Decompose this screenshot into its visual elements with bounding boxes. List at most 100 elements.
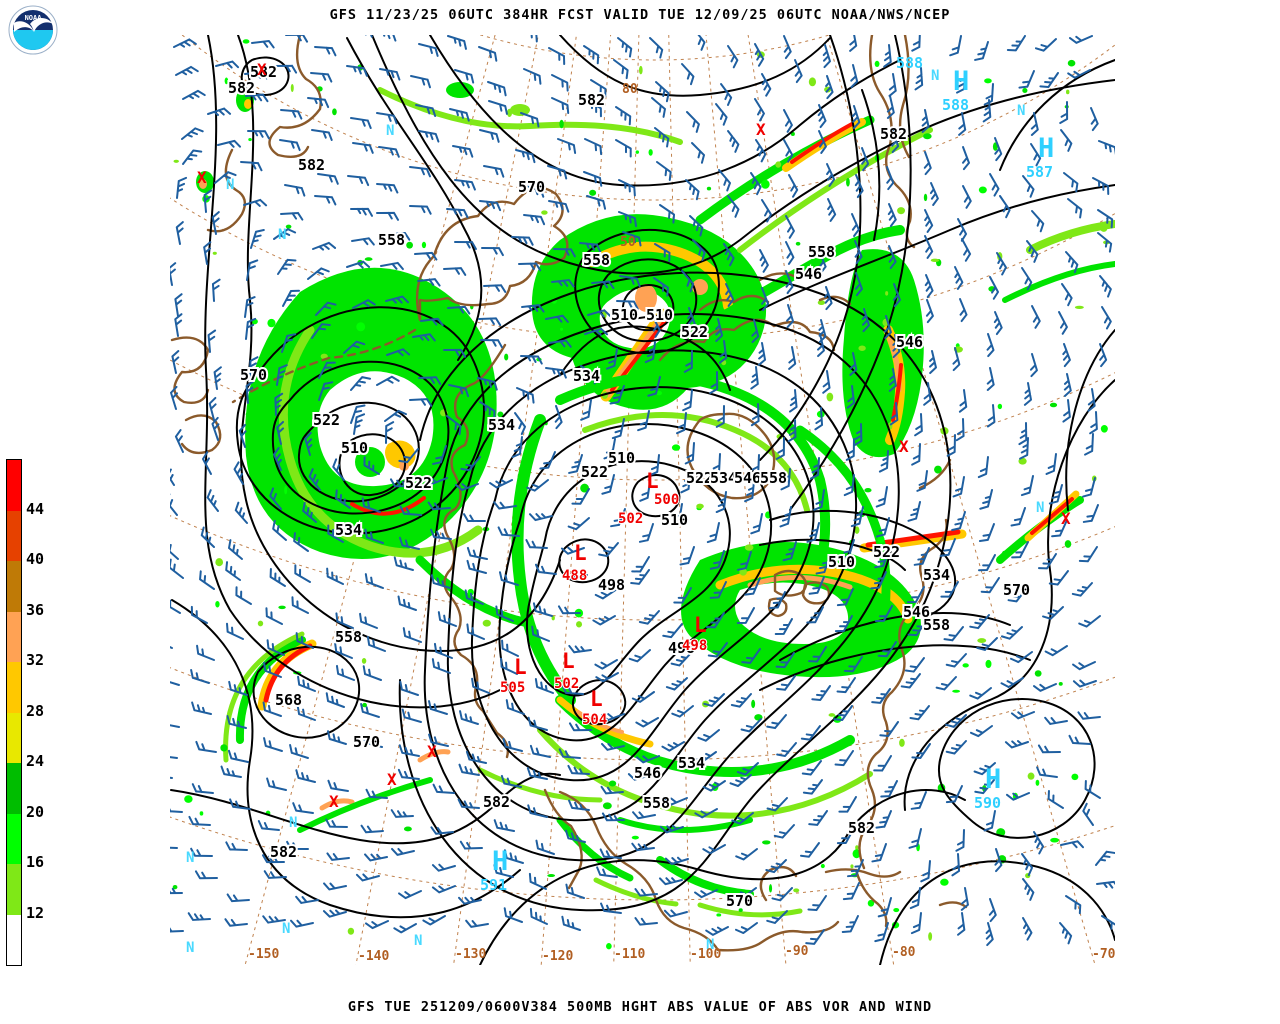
contour-label: 558 xyxy=(923,616,950,634)
high-center-symbol: H xyxy=(1038,133,1054,164)
contour-label: 582 xyxy=(228,79,255,97)
contour-label: 498 xyxy=(598,576,625,594)
contour-label: 510 xyxy=(608,449,635,467)
vort-max-x-mark: X xyxy=(329,792,339,811)
colorbar-segment xyxy=(7,813,21,864)
colorbar-segment xyxy=(7,510,21,561)
contour-label: 534 xyxy=(923,566,950,584)
colorbar-segment xyxy=(7,561,21,612)
colorbar-tick-label: 16 xyxy=(26,853,45,871)
vort-max-x-mark: X xyxy=(387,770,397,789)
n-mark: N xyxy=(289,815,297,831)
contour-label: 510 xyxy=(661,511,688,529)
low-center-symbol: L xyxy=(514,655,527,679)
n-mark: N xyxy=(186,940,194,956)
contour-label: 570 xyxy=(353,733,380,751)
contour-label: 546 xyxy=(734,469,761,487)
n-mark: N xyxy=(386,123,394,139)
low-center-value: 505 xyxy=(500,680,525,696)
n-mark: N xyxy=(1036,500,1044,516)
high-center-symbol: H xyxy=(953,66,969,97)
contour-label: 546 xyxy=(896,333,923,351)
colorbar-segment xyxy=(7,763,21,814)
contour-label: 558 xyxy=(583,251,610,269)
contour-label: 546 xyxy=(903,603,930,621)
longitude-label: -70 xyxy=(1092,947,1116,962)
low-value-label: 502 xyxy=(618,511,643,527)
longitude-label: -140 xyxy=(358,949,389,964)
map-labels: 5825825825825705585585705225105345225345… xyxy=(186,54,1116,964)
vort-max-x-mark: X xyxy=(427,742,437,761)
high-center-value: 591 xyxy=(480,876,507,894)
contour-label: 522 xyxy=(686,469,713,487)
contour-label: 582 xyxy=(880,125,907,143)
longitude-label: -110 xyxy=(614,947,645,962)
colorbar-segment xyxy=(7,460,21,511)
contour-label: 582 xyxy=(298,156,325,174)
contour-label: 510 xyxy=(828,553,855,571)
colorbar-tick-label: 24 xyxy=(26,752,45,770)
colorbar-tick-label: 28 xyxy=(26,701,45,720)
contour-label: 558 xyxy=(378,231,405,249)
high-center-value: 590 xyxy=(974,794,1001,812)
contour-label: 570 xyxy=(1003,581,1030,599)
contour-label: 534 xyxy=(573,367,600,385)
contour-label: 558 xyxy=(643,794,670,812)
vort-max-x-mark: X xyxy=(197,168,207,187)
contour-label: 510 xyxy=(611,306,638,324)
latitude-label: 50 xyxy=(620,235,636,250)
colorbar-tick-label: 40 xyxy=(26,550,45,568)
contour-label: 582 xyxy=(483,793,510,811)
colorbar-tick-label: 12 xyxy=(26,903,45,922)
contour-label: 558 xyxy=(335,628,362,646)
contour-label: 534 xyxy=(335,521,362,539)
contour-label: 558 xyxy=(760,469,787,487)
colorbar-segment xyxy=(7,712,21,763)
contour-label: 534 xyxy=(678,754,705,772)
contour-label: 546 xyxy=(795,265,822,283)
vort-max-x-mark: X xyxy=(257,60,267,79)
colorbar-segment xyxy=(7,864,21,915)
contour-label: 522 xyxy=(581,463,608,481)
colorbar-tick-label: 44 xyxy=(26,499,45,518)
low-center-symbol: L xyxy=(590,687,603,711)
high-center-value: 588 xyxy=(942,96,969,114)
contour-label: 534 xyxy=(710,469,737,487)
low-center-value: 500 xyxy=(654,492,679,508)
longitude-label: -150 xyxy=(248,947,279,962)
height-contours xyxy=(170,35,1115,965)
contour-label: 498 xyxy=(668,639,695,657)
n-mark: N xyxy=(931,68,939,84)
contour-label: 568 xyxy=(275,691,302,709)
contour-label: 582 xyxy=(250,63,277,81)
vorticity-speckles xyxy=(172,39,1110,950)
n-mark: N xyxy=(414,933,422,949)
high-center-value: 587 xyxy=(1026,163,1053,181)
low-center-value: 502 xyxy=(554,676,579,692)
contour-label: 546 xyxy=(634,764,661,782)
contour-label: 582 xyxy=(578,91,605,109)
contour-label: 510 xyxy=(341,439,368,457)
contour-label: 570 xyxy=(726,892,753,910)
low-center-value: 504 xyxy=(582,712,607,728)
n-mark: N xyxy=(186,850,194,866)
low-center-value: 488 xyxy=(562,568,587,584)
colorbar-segment xyxy=(7,914,21,965)
high-center-symbol: H xyxy=(985,764,1001,795)
low-center-symbol: L xyxy=(574,541,587,565)
vorticity-colorbar: 44 40 36 32 28 24 20 16 12 xyxy=(6,459,66,966)
contour-label: 558 xyxy=(808,243,835,261)
coastlines xyxy=(170,35,968,952)
wind-barbs xyxy=(170,35,1115,947)
longitude-label: -120 xyxy=(542,949,573,964)
n-mark: N xyxy=(226,177,234,193)
vort-max-x-mark: X xyxy=(1061,509,1071,528)
vort-max-x-mark: X xyxy=(899,437,909,456)
height-label-cyan: 588 xyxy=(896,54,923,72)
contour-label: 510 xyxy=(646,306,673,324)
n-mark: N xyxy=(706,937,714,953)
n-mark: N xyxy=(1017,103,1025,119)
n-mark: N xyxy=(278,227,286,243)
